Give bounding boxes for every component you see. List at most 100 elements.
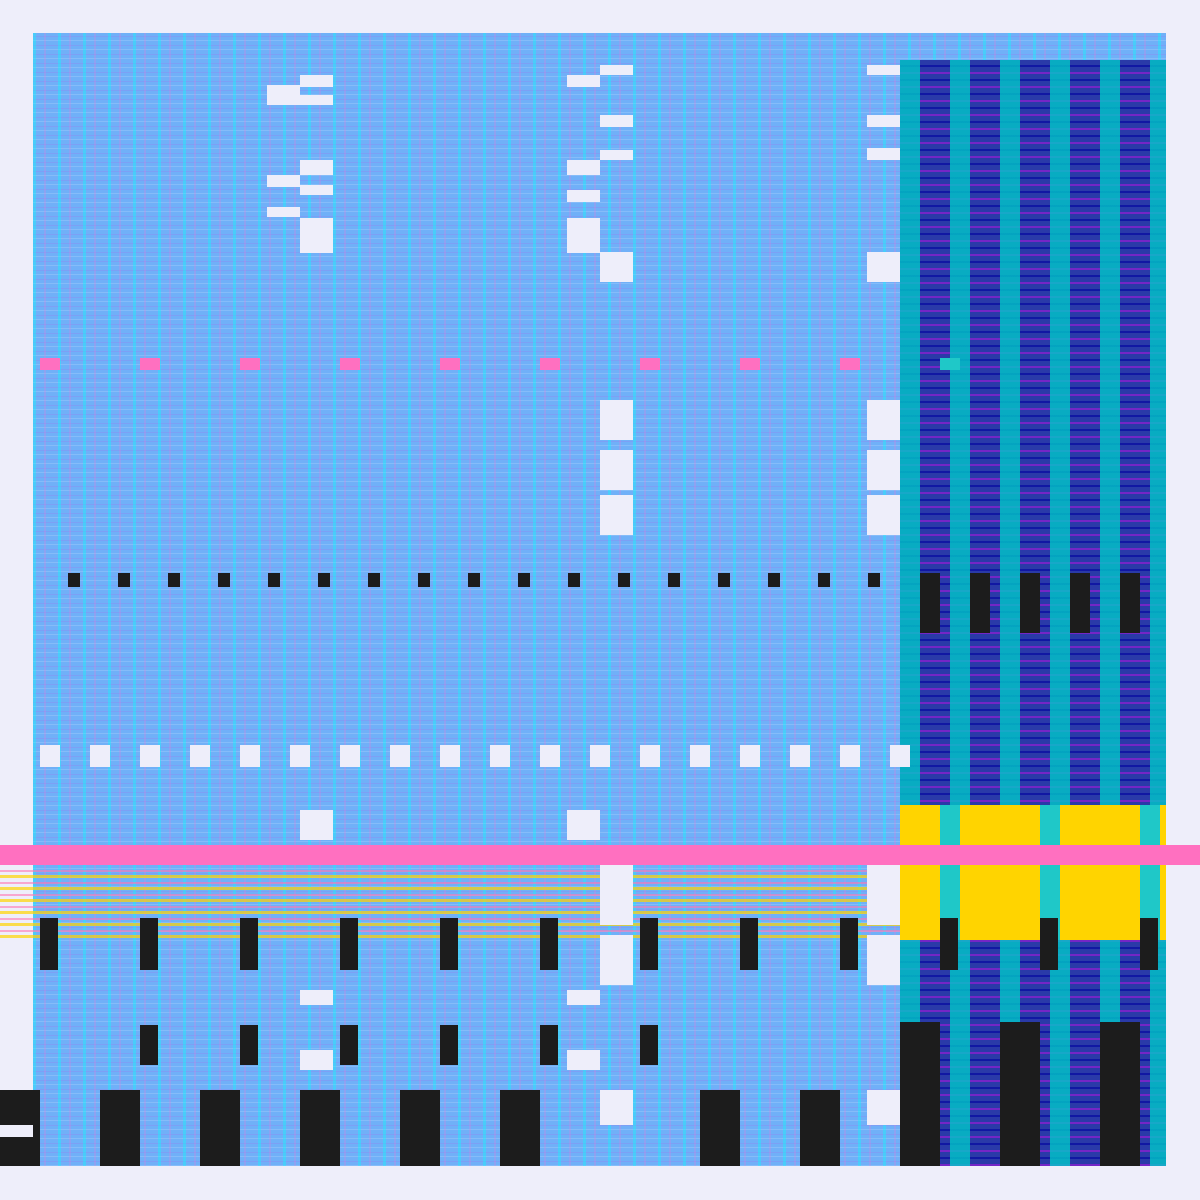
black-block bbox=[1040, 918, 1058, 970]
black-square bbox=[118, 573, 130, 587]
pink-mark bbox=[240, 358, 260, 370]
white-block bbox=[567, 1050, 600, 1070]
white-block bbox=[0, 65, 33, 77]
black-block bbox=[140, 1025, 158, 1065]
white-block bbox=[267, 85, 300, 105]
black-block bbox=[100, 1090, 140, 1166]
black-block bbox=[40, 918, 58, 970]
black-block bbox=[740, 918, 758, 970]
pink-mark bbox=[440, 358, 460, 370]
white-block bbox=[300, 185, 333, 195]
black-block bbox=[540, 918, 558, 970]
black-block bbox=[440, 918, 458, 970]
white-block bbox=[300, 990, 333, 1005]
black-block bbox=[800, 1090, 840, 1166]
white-block bbox=[600, 115, 633, 127]
black-square bbox=[718, 573, 730, 587]
white-block bbox=[300, 75, 333, 87]
white-square bbox=[290, 745, 310, 767]
white-block bbox=[267, 207, 300, 217]
white-block bbox=[600, 65, 633, 75]
white-block bbox=[600, 252, 633, 282]
white-block bbox=[867, 450, 900, 490]
white-block bbox=[867, 148, 900, 160]
white-block bbox=[867, 1090, 900, 1125]
white-block bbox=[567, 75, 600, 87]
white-square bbox=[790, 745, 810, 767]
black-square bbox=[1070, 573, 1090, 633]
pink-mark bbox=[740, 358, 760, 370]
black-square bbox=[318, 573, 330, 587]
white-block bbox=[567, 990, 600, 1005]
white-block bbox=[567, 810, 600, 840]
white-square bbox=[190, 745, 210, 767]
white-block bbox=[600, 1090, 633, 1125]
white-block bbox=[300, 810, 333, 840]
white-block bbox=[867, 935, 900, 985]
black-square bbox=[468, 573, 480, 587]
black-block bbox=[240, 1025, 258, 1065]
white-block bbox=[300, 1050, 333, 1070]
yellow-stripes bbox=[900, 805, 1166, 940]
white-block bbox=[0, 207, 33, 217]
black-square bbox=[218, 573, 230, 587]
black-square bbox=[168, 573, 180, 587]
black-square bbox=[768, 573, 780, 587]
white-block bbox=[0, 175, 33, 187]
white-block bbox=[300, 95, 333, 105]
black-square bbox=[970, 573, 990, 633]
black-square bbox=[1120, 573, 1140, 633]
white-square bbox=[590, 745, 610, 767]
white-block bbox=[867, 865, 900, 925]
white-block bbox=[0, 85, 33, 105]
black-block bbox=[540, 1025, 558, 1065]
black-block bbox=[900, 1022, 940, 1166]
white-block bbox=[600, 935, 633, 985]
black-square bbox=[368, 573, 380, 587]
white-square bbox=[540, 745, 560, 767]
black-block bbox=[240, 918, 258, 970]
white-block bbox=[867, 400, 900, 440]
pink-mark bbox=[40, 358, 60, 370]
pink-mark bbox=[640, 358, 660, 370]
black-square bbox=[618, 573, 630, 587]
white-square bbox=[140, 745, 160, 767]
black-square bbox=[868, 573, 880, 587]
white-block bbox=[1166, 540, 1200, 715]
black-block bbox=[840, 918, 858, 970]
white-block bbox=[567, 160, 600, 175]
white-block bbox=[1166, 60, 1200, 70]
white-block bbox=[600, 400, 633, 440]
black-block bbox=[1000, 1022, 1040, 1166]
black-block bbox=[500, 1090, 540, 1166]
black-square bbox=[568, 573, 580, 587]
black-square bbox=[668, 573, 680, 587]
white-block bbox=[600, 865, 633, 925]
black-square bbox=[1020, 573, 1040, 633]
white-block bbox=[600, 495, 633, 535]
black-block bbox=[1140, 918, 1158, 970]
black-block bbox=[1100, 1022, 1140, 1166]
white-square bbox=[890, 745, 910, 767]
white-block bbox=[600, 450, 633, 490]
white-square bbox=[640, 745, 660, 767]
teal-mark bbox=[940, 358, 960, 370]
white-block bbox=[567, 190, 600, 202]
white-square bbox=[440, 745, 460, 767]
pink-mark bbox=[340, 358, 360, 370]
black-square bbox=[518, 573, 530, 587]
black-square bbox=[920, 573, 940, 633]
white-block bbox=[300, 218, 333, 253]
black-block bbox=[400, 1090, 440, 1166]
white-square bbox=[490, 745, 510, 767]
white-block bbox=[867, 252, 900, 282]
white-block bbox=[600, 150, 633, 160]
white-square bbox=[40, 745, 60, 767]
black-block bbox=[700, 1090, 740, 1166]
black-block bbox=[340, 1025, 358, 1065]
white-block bbox=[567, 218, 600, 253]
black-block bbox=[440, 1025, 458, 1065]
white-block bbox=[1166, 285, 1200, 395]
pink-mark bbox=[840, 358, 860, 370]
